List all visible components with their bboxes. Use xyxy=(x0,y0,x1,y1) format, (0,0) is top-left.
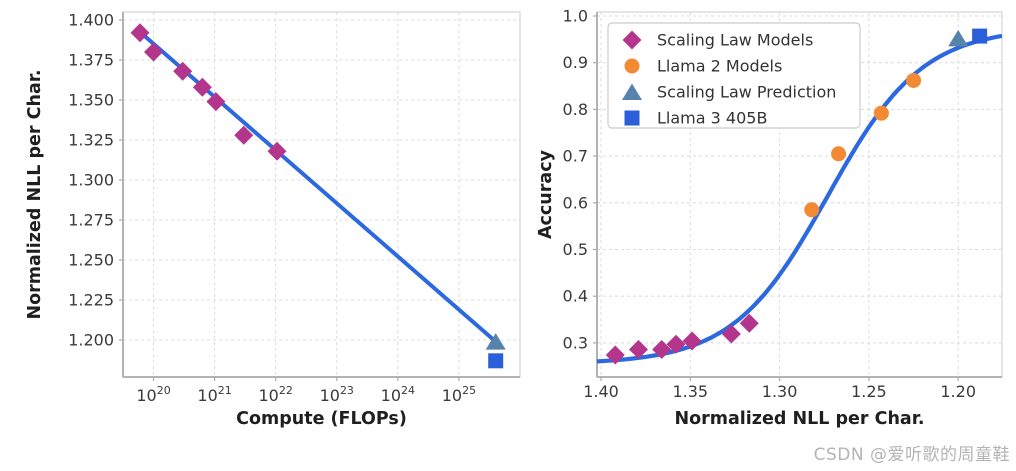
legend-box xyxy=(607,22,861,129)
y-tick-label: 0.5 xyxy=(563,240,588,259)
llama-2-models-series xyxy=(804,72,922,218)
y-tick-label: 0.4 xyxy=(563,287,588,306)
scaling-law-models-marker xyxy=(267,141,287,161)
y-axis-label: Normalized NLL per Char. xyxy=(25,69,45,319)
y-tick-label: 1.350 xyxy=(68,91,114,110)
x-tick-label: 1.25 xyxy=(851,382,887,401)
scaling-law-prediction-marker xyxy=(948,29,969,47)
scaling-law-models-marker xyxy=(629,339,649,359)
x-tick-label: 1020 xyxy=(136,384,170,405)
y-tick-label: 1.200 xyxy=(68,331,114,350)
x-tick-label: 1022 xyxy=(259,384,293,405)
scaling-law-models-marker xyxy=(739,313,759,333)
scaling-law-models-marker xyxy=(605,345,625,365)
scaling-law-models-series xyxy=(605,313,759,365)
legend-llama-2-models-swatch xyxy=(624,58,640,74)
llama-2-models-marker xyxy=(804,202,820,218)
llama-2-models-marker xyxy=(906,72,922,88)
scaling-law-prediction-series xyxy=(948,29,969,47)
scaling-law-models-marker xyxy=(652,339,672,359)
legend-label: Llama 3 405B xyxy=(657,109,767,128)
scaling-law-prediction-marker xyxy=(485,333,506,350)
x-tick-label: 1025 xyxy=(442,384,476,405)
x-axis-label: Normalized NLL per Char. xyxy=(674,409,924,429)
y-tick-label: 1.400 xyxy=(68,11,114,30)
scaling-law-models-marker xyxy=(173,61,193,81)
right-chart: 1.40 1.35 1.30 1.25 1.20 0.3 0.4 0.5 0.6 0.7 0.8 0.… xyxy=(536,7,1003,429)
scaling-law-models-marker xyxy=(192,77,212,97)
x-axis-label: Compute (FLOPs) xyxy=(236,409,407,429)
watermark-text: CSDN @爱听歌的周童鞋 xyxy=(813,445,1010,465)
scaling-law-fit-line xyxy=(137,30,498,344)
y-tick-label: 1.225 xyxy=(68,291,114,310)
llama-3-405b-series xyxy=(488,353,504,369)
y-tick-label: 1.300 xyxy=(68,171,114,190)
scaling-law-models-marker xyxy=(721,324,741,344)
x-tick-label: 1024 xyxy=(381,384,415,405)
legend-scaling-law-models-swatch xyxy=(622,30,642,50)
y-tick-label: 0.6 xyxy=(563,193,588,212)
scaling-law-models-series xyxy=(130,23,287,161)
scaling-law-models-marker xyxy=(666,334,686,354)
legend-llama-3-405b-swatch xyxy=(624,110,640,126)
x-tick-label: 1023 xyxy=(320,384,354,405)
y-tick-label: 1.0 xyxy=(563,7,588,26)
legend-scaling-law-prediction-swatch xyxy=(622,83,642,100)
scaling-law-prediction-series xyxy=(485,333,506,350)
x-tick-label: 1.40 xyxy=(583,382,619,401)
legend: Scaling Law Models Llama 2 Models Scaling … xyxy=(607,22,861,129)
y-axis-label: Accuracy xyxy=(536,149,556,239)
scaling-law-models-marker xyxy=(682,331,702,351)
y-tick-label: 1.325 xyxy=(68,131,114,150)
y-tick-label: 0.3 xyxy=(563,333,588,352)
scaling-law-models-marker xyxy=(144,42,164,62)
left-chart: 1020 1021 1022 1023 1024 1025 1.200 1.225 1.250 1… xyxy=(25,11,521,429)
legend-label: Llama 2 Models xyxy=(657,57,782,76)
y-tick-label: 1.375 xyxy=(68,51,114,70)
llama-3-405b-marker xyxy=(972,28,988,44)
scaling-law-models-marker xyxy=(130,23,150,43)
llama-2-models-marker xyxy=(873,105,889,121)
scaling-law-models-marker xyxy=(234,125,254,145)
y-tick-label: 1.250 xyxy=(68,251,114,270)
x-tick-label: 1.35 xyxy=(672,382,708,401)
x-tick-label: 1021 xyxy=(197,384,231,405)
llama-3-405b-marker xyxy=(488,353,504,369)
x-tick-label: 1.30 xyxy=(762,382,798,401)
legend-label: Scaling Law Prediction xyxy=(657,83,836,102)
y-tick-label: 1.275 xyxy=(68,211,114,230)
y-tick-label: 0.9 xyxy=(563,53,588,72)
y-tick-label: 0.8 xyxy=(563,100,588,119)
llama-3-405b-series xyxy=(972,28,988,44)
x-tick-label: 1.20 xyxy=(940,382,976,401)
legend-label: Scaling Law Models xyxy=(657,31,813,50)
y-tick-label: 0.7 xyxy=(563,147,588,166)
llama-2-models-marker xyxy=(831,146,847,162)
scaling-law-models-marker xyxy=(206,92,226,112)
